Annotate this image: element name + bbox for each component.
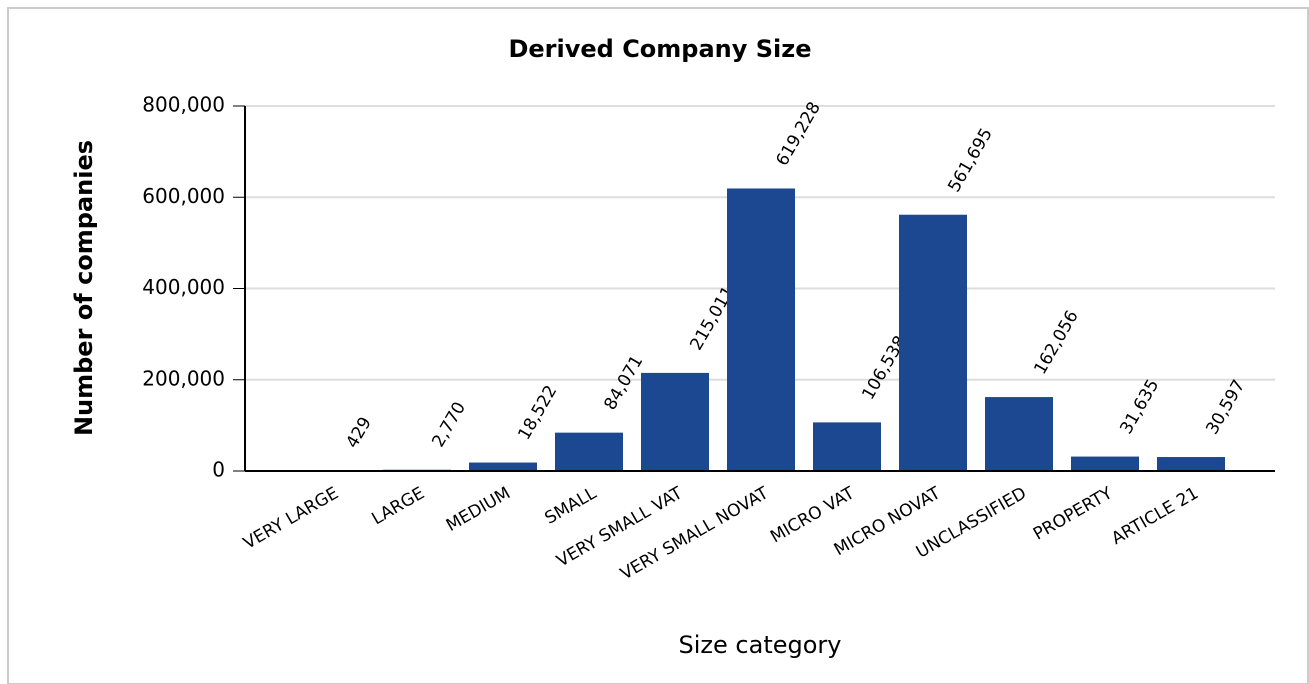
x-tick-label: PROPERTY	[1030, 483, 1117, 545]
x-tick-label: VERY SMALL NOVAT	[617, 483, 772, 584]
x-axis-title: Size category	[679, 631, 842, 659]
value-label: 561,695	[944, 125, 996, 196]
y-tick-label: 600,000	[142, 184, 225, 208]
x-tick-label: MEDIUM	[443, 483, 514, 536]
bar	[1157, 457, 1225, 471]
y-tick-label: 400,000	[142, 275, 225, 299]
chart-title: Derived Company Size	[508, 35, 811, 63]
value-label: 429	[342, 414, 376, 452]
bar	[899, 214, 967, 471]
x-tick-label: ARTICLE 21	[1108, 483, 1202, 549]
bar	[985, 397, 1053, 471]
value-label: 162,056	[1030, 307, 1082, 378]
y-tick-label: 200,000	[142, 366, 225, 390]
bar	[813, 422, 881, 471]
bar	[469, 462, 537, 471]
frame	[7, 7, 1309, 684]
bar	[1071, 456, 1139, 471]
bar	[555, 432, 623, 471]
value-label: 619,228	[772, 99, 824, 170]
value-label: 2,770	[428, 399, 470, 451]
bar	[641, 372, 709, 471]
x-tick-label: VERY LARGE	[240, 483, 342, 553]
y-axis-title: Number of companies	[70, 140, 98, 436]
y-tick-label: 800,000	[142, 93, 225, 117]
value-label: 18,522	[514, 382, 561, 444]
value-label: 31,635	[1116, 376, 1163, 438]
x-tick-label: LARGE	[368, 483, 428, 529]
x-tick-label: SMALL	[541, 483, 600, 529]
y-tick-label: 0	[212, 458, 225, 482]
value-label: 30,597	[1202, 377, 1249, 439]
value-label: 84,071	[600, 352, 647, 414]
bar	[727, 188, 795, 471]
